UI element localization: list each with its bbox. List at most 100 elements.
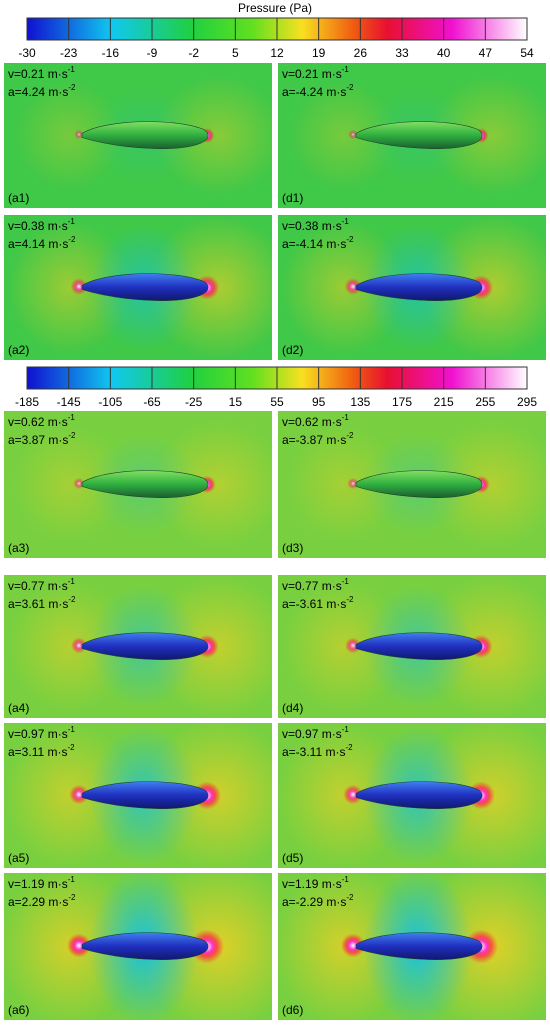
panel: v=0.21 m·s-1 a=4.24 m·s-2 (a1) xyxy=(4,63,272,208)
annotation-exponent: -2 xyxy=(68,235,76,244)
pressure-halo xyxy=(287,425,399,544)
annotation-text: v=0.38 m·s xyxy=(282,219,342,233)
panel: v=0.97 m·s-1 a=3.11 m·s-2 (a5) xyxy=(4,723,272,868)
annotation-text: v=0.77 m·s xyxy=(8,579,68,593)
annotation-exponent: -2 xyxy=(346,893,354,902)
colorbar-tick-label: 215 xyxy=(434,395,454,409)
colorbar-tick-label: 19 xyxy=(312,46,326,60)
colorbar-tick-label: 33 xyxy=(395,46,409,60)
colorbar-title: Pressure (Pa) xyxy=(238,1,312,15)
body xyxy=(355,470,483,498)
annotation-exponent: -1 xyxy=(68,875,76,884)
pressure-halo xyxy=(289,79,397,192)
colorbar-tick-label: 5 xyxy=(232,46,239,60)
colorbar-tick-label: 95 xyxy=(312,395,326,409)
panel-annotation: v=0.62 m·s-1 xyxy=(282,413,349,429)
flow-field xyxy=(15,74,272,197)
panel-label: (d1) xyxy=(282,191,303,205)
panel-annotation: a=-2.29 m·s-2 xyxy=(282,893,354,909)
stagnation-point xyxy=(345,637,361,654)
panel-annotation: a=-4.14 m·s-2 xyxy=(282,235,354,251)
annotation-text: a=4.24 m·s xyxy=(8,85,68,99)
annotation-exponent: -2 xyxy=(346,235,354,244)
annotation-text: v=0.77 m·s xyxy=(282,579,342,593)
annotation-text: a=-2.29 m·s xyxy=(282,895,346,909)
panel-annotation: v=0.97 m·s-1 xyxy=(8,725,75,741)
annotation-text: a=-3.11 m·s xyxy=(282,745,345,759)
body xyxy=(81,470,209,498)
annotation-text: a=2.29 m·s xyxy=(8,895,68,909)
panel-annotation: a=3.11 m·s-2 xyxy=(8,743,75,759)
colorbar-tick-label: -9 xyxy=(147,46,158,60)
stagnation-point xyxy=(74,129,84,140)
panel: v=0.38 m·s-1 a=4.14 m·s-2 (a2) xyxy=(4,215,272,360)
annotation-text: a=3.87 m·s xyxy=(8,433,68,447)
panel-label: (a1) xyxy=(8,191,29,205)
panel-annotation: a=3.87 m·s-2 xyxy=(8,431,76,447)
panel-annotation: v=1.19 m·s-1 xyxy=(282,875,349,891)
panel: v=0.38 m·s-1 a=-4.14 m·s-2 (d2) xyxy=(278,215,546,360)
body xyxy=(81,932,209,960)
flow-field xyxy=(4,723,272,868)
annotation-text: v=0.62 m·s xyxy=(282,415,342,429)
stagnation-point xyxy=(344,278,362,295)
stagnation-point xyxy=(341,933,365,958)
annotation-exponent: -2 xyxy=(346,595,354,604)
colorbar-tick-label: -105 xyxy=(98,395,122,409)
colorbar-tick-label: -23 xyxy=(60,46,78,60)
annotation-text: v=0.62 m·s xyxy=(8,415,68,429)
flow-field xyxy=(278,873,546,1020)
colorbar-tick-label: -145 xyxy=(57,395,81,409)
annotation-exponent: -2 xyxy=(68,83,76,92)
panel-annotation: a=-3.87 m·s-2 xyxy=(282,431,354,447)
panel: v=0.77 m·s-1 a=-3.61 m·s-2 (d4) xyxy=(278,575,546,718)
panel-annotation: v=0.77 m·s-1 xyxy=(8,577,75,593)
colorbar-tick-label: -25 xyxy=(185,395,203,409)
colorbar-tick-label: 55 xyxy=(270,395,284,409)
annotation-text: a=-4.24 m·s xyxy=(282,85,346,99)
colorbar-tick-label: -65 xyxy=(143,395,161,409)
panel: v=0.62 m·s-1 a=3.87 m·s-2 (a3) xyxy=(4,411,272,558)
panel-annotation: a=-3.61 m·s-2 xyxy=(282,595,354,611)
annotation-text: a=4.14 m·s xyxy=(8,237,68,251)
annotation-exponent: -1 xyxy=(68,577,76,586)
colorbar-tick-label: 47 xyxy=(479,46,493,60)
annotation-text: a=3.11 m·s xyxy=(8,745,67,759)
panel-annotation: v=0.21 m·s-1 xyxy=(282,65,349,81)
colorbar-tick-label: 175 xyxy=(392,395,412,409)
annotation-exponent: -2 xyxy=(68,893,76,902)
flow-field xyxy=(8,575,272,718)
body xyxy=(81,781,209,809)
annotation-exponent: -1 xyxy=(342,577,350,586)
panel-annotation: a=4.24 m·s-2 xyxy=(8,83,76,99)
panel-label: (a6) xyxy=(8,1003,29,1017)
annotation-exponent: -1 xyxy=(68,217,76,226)
annotation-exponent: -2 xyxy=(345,743,353,752)
panel-annotation: a=3.61 m·s-2 xyxy=(8,595,76,611)
colorbar-tick-label: 255 xyxy=(475,395,495,409)
panel-label: (d3) xyxy=(282,541,303,555)
annotation-text: v=0.97 m·s xyxy=(282,727,342,741)
stagnation-point xyxy=(348,129,358,140)
colorbar-tick-label: -30 xyxy=(18,46,36,60)
body xyxy=(355,932,483,960)
panel: v=0.21 m·s-1 a=-4.24 m·s-2 (d1) xyxy=(278,63,546,208)
annotation-text: v=1.19 m·s xyxy=(8,877,68,891)
panel-annotation: a=-3.11 m·s-2 xyxy=(282,743,353,759)
panel-label: (a4) xyxy=(8,701,29,715)
panel: v=1.19 m·s-1 a=2.29 m·s-2 (a6) xyxy=(4,873,272,1020)
panel-label: (a5) xyxy=(8,851,29,865)
stagnation-point xyxy=(71,637,87,654)
body xyxy=(81,121,209,149)
annotation-exponent: -2 xyxy=(68,431,76,440)
panel-label: (d6) xyxy=(282,1003,303,1017)
annotation-text: a=-3.87 m·s xyxy=(282,433,346,447)
flow-field xyxy=(278,723,546,868)
stagnation-point xyxy=(70,278,88,295)
panel-label: (a2) xyxy=(8,343,29,357)
annotation-exponent: -1 xyxy=(342,725,350,734)
colorbar-tick-label: 135 xyxy=(350,395,370,409)
annotation-text: v=0.38 m·s xyxy=(8,219,68,233)
body xyxy=(355,273,483,301)
